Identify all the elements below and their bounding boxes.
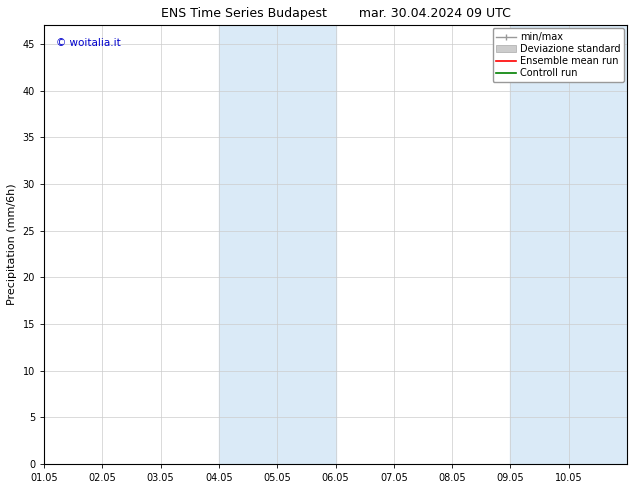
Y-axis label: Precipitation (mm/6h): Precipitation (mm/6h) — [7, 184, 17, 305]
Title: ENS Time Series Budapest        mar. 30.04.2024 09 UTC: ENS Time Series Budapest mar. 30.04.2024… — [160, 7, 510, 20]
Legend: min/max, Deviazione standard, Ensemble mean run, Controll run: min/max, Deviazione standard, Ensemble m… — [493, 28, 624, 82]
Text: © woitalia.it: © woitalia.it — [56, 38, 120, 49]
Bar — [510, 25, 627, 464]
Bar — [219, 25, 335, 464]
